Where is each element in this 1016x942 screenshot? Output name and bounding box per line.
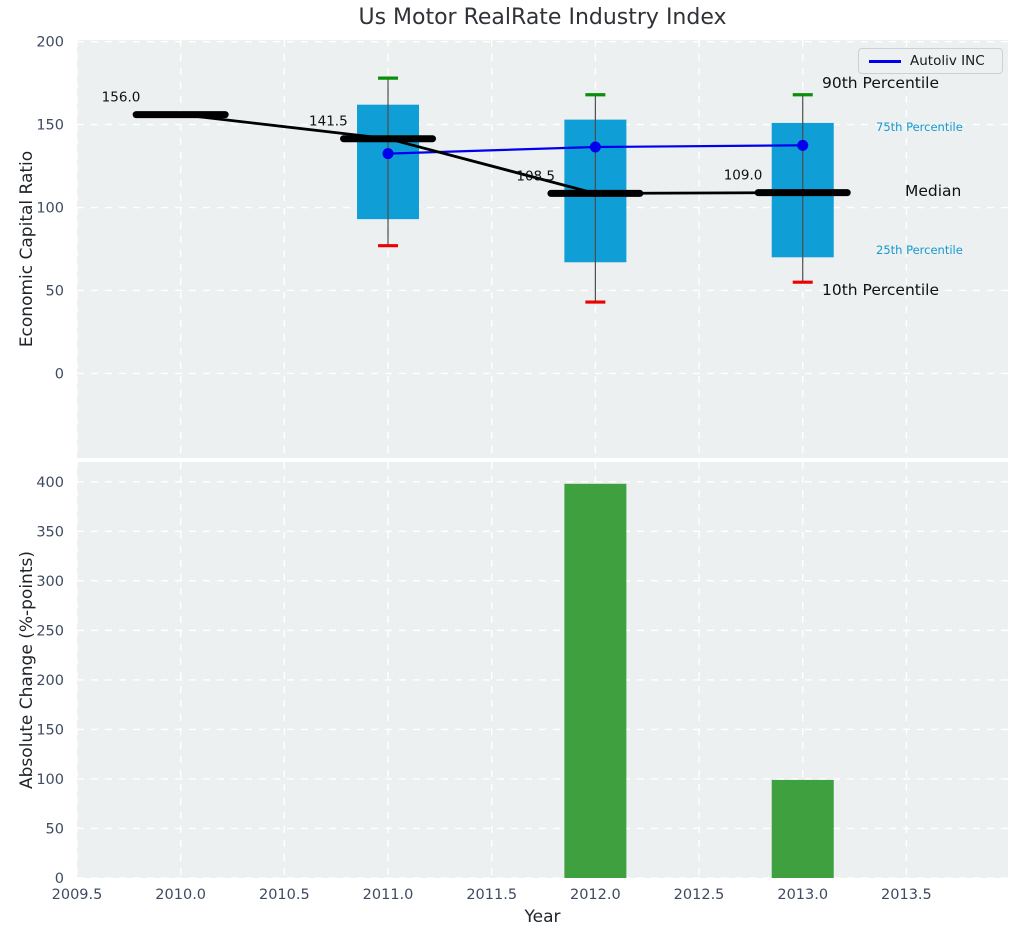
x-tick-label: 2012.5: [674, 887, 725, 903]
median-value-label-2010: 156.0: [102, 90, 141, 106]
legend-label: Autoliv INC: [910, 53, 985, 69]
top-y-axis-label: Economic Capital Ratio: [17, 150, 38, 348]
bottom-y-tick-label: 350: [36, 524, 64, 540]
x-tick-label: 2012.0: [570, 887, 621, 903]
bottom-y-tick-label: 0: [55, 871, 64, 887]
top-y-tick-label: 200: [36, 35, 64, 51]
series-point-2013: [797, 139, 809, 151]
annotation-75th-percentile: 75th Percentile: [876, 120, 963, 134]
top-y-tick-label: 0: [55, 366, 64, 382]
median-value-label-2012: 108.5: [516, 168, 555, 184]
annotation-10th-percentile: 10th Percentile: [822, 281, 940, 299]
bottom-y-axis-label: Absolute Change (%-points): [17, 551, 37, 789]
x-tick-label: 2010.5: [259, 887, 310, 903]
bar-2012: [564, 483, 627, 878]
series-point-2012: [589, 141, 601, 153]
legend-line-sample: [869, 59, 901, 63]
bottom-y-axis-label-wrap: Absolute Change (%-points): [14, 462, 40, 878]
median-connector-line: [180, 113, 803, 195]
x-tick-label: 2010.0: [155, 887, 206, 903]
top-y-tick-label: 100: [36, 201, 64, 217]
bottom-y-tick-label: 200: [36, 673, 64, 689]
x-tick-label: 2011.0: [363, 887, 414, 903]
bottom-y-tick-label: 400: [36, 475, 64, 491]
x-axis-label: Year: [524, 907, 561, 927]
top-y-tick-label: 150: [36, 118, 64, 134]
series-point-2011: [382, 148, 394, 160]
plot-background: [77, 462, 1008, 878]
bar-2013: [771, 779, 834, 878]
bottom-y-tick-label: 150: [36, 722, 64, 738]
bottom-y-tick-label: 100: [36, 772, 64, 788]
annotation-median: Median: [905, 182, 962, 200]
x-tick-label: 2011.5: [466, 887, 517, 903]
annotation-90th-percentile: 90th Percentile: [822, 74, 940, 92]
top-y-axis-label-wrap: Economic Capital Ratio: [14, 40, 40, 458]
chart-title: Us Motor RealRate Industry Index: [358, 5, 727, 30]
annotation-25th-percentile: 25th Percentile: [876, 243, 963, 257]
bottom-y-tick-label: 50: [46, 821, 64, 837]
bottom-y-tick-label: 250: [36, 623, 64, 639]
legend: Autoliv INC: [858, 48, 1003, 74]
x-tick-label: 2013.0: [777, 887, 828, 903]
median-value-label-2013: 109.0: [724, 168, 763, 184]
median-value-label-2011: 141.5: [309, 114, 348, 130]
top-y-tick-label: 50: [46, 283, 64, 299]
bottom-y-tick-label: 300: [36, 574, 64, 590]
plot-background: [77, 40, 1008, 458]
x-tick-label: 2013.5: [881, 887, 932, 903]
x-tick-label: 2009.5: [52, 887, 103, 903]
